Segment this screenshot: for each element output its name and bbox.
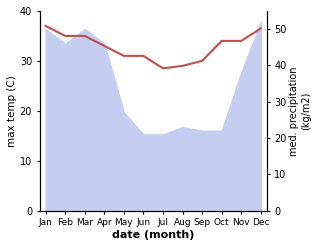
Y-axis label: med. precipitation
(kg/m2): med. precipitation (kg/m2) — [289, 66, 311, 156]
Y-axis label: max temp (C): max temp (C) — [7, 75, 17, 147]
X-axis label: date (month): date (month) — [112, 230, 194, 240]
